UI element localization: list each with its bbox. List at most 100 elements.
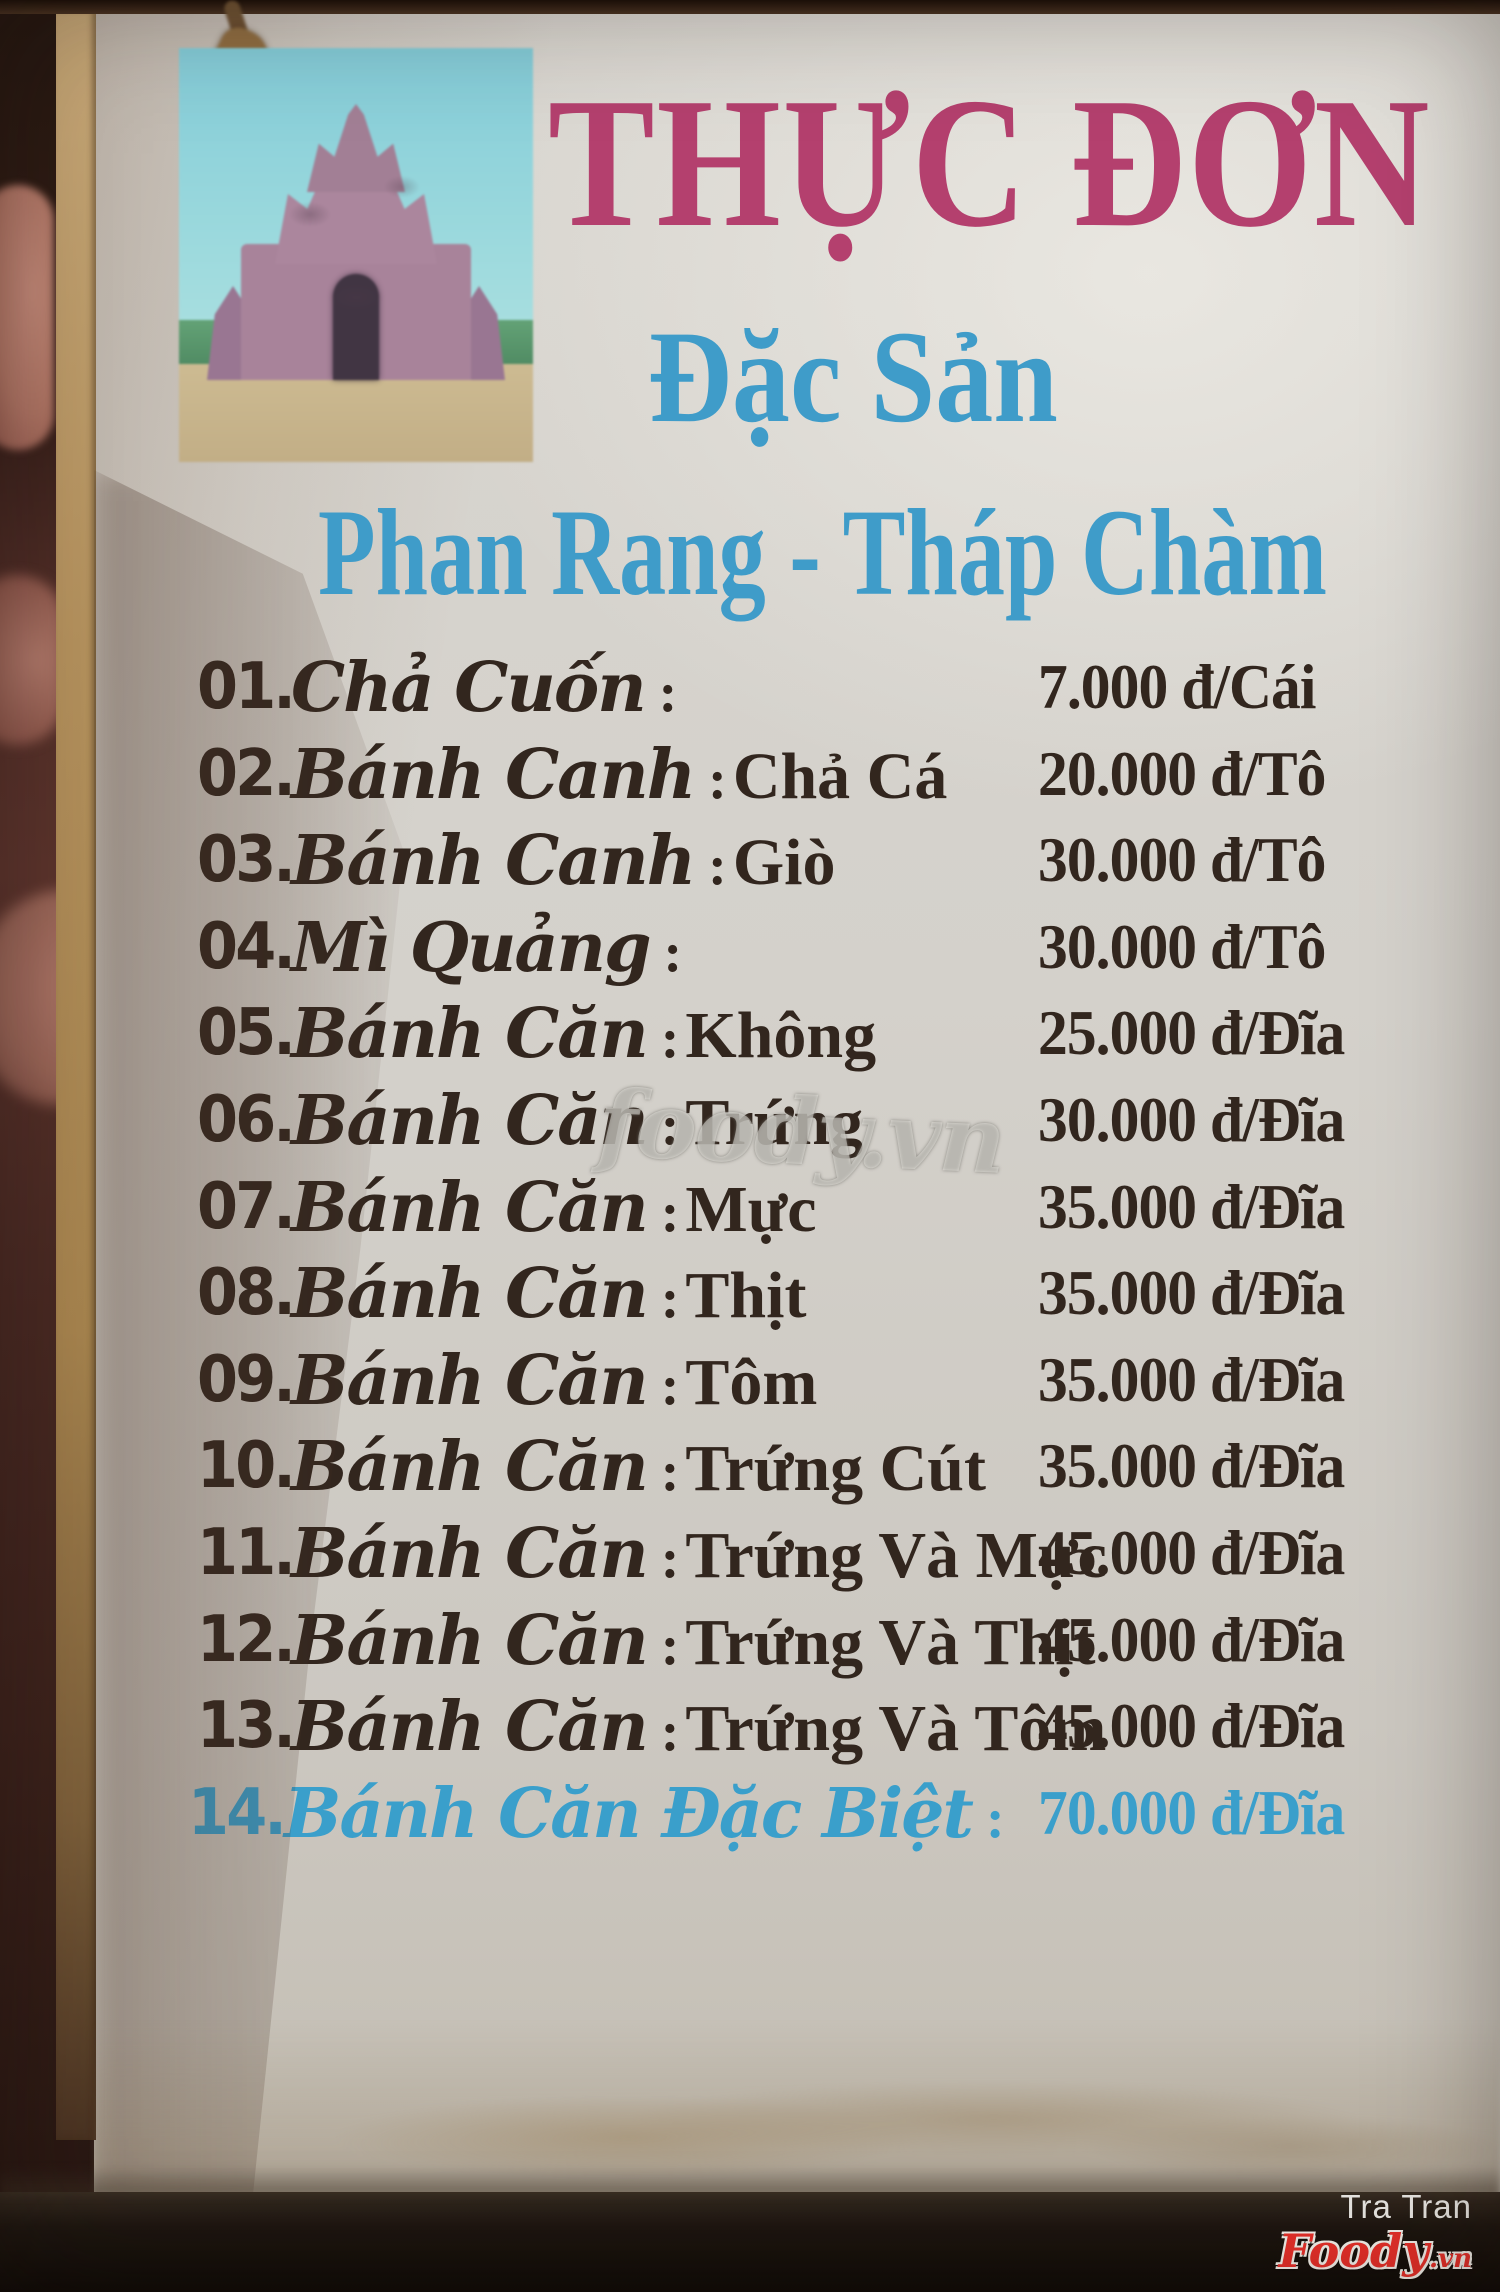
- page-title: THỰC ĐƠN: [548, 60, 1432, 266]
- menu-row: 05. Bánh Căn:Không 25.000 đ/Đĩa: [0, 990, 1500, 1077]
- item-number: 06.: [197, 1083, 296, 1157]
- item-number: 13.: [197, 1689, 296, 1763]
- item-price: 30.000 đ/Tô: [1038, 910, 1326, 982]
- item-number: 01.: [197, 650, 296, 724]
- item-name-line: Bánh Căn:Trứng: [291, 1081, 863, 1161]
- foody-brand-suffix: .vn: [1428, 2244, 1472, 2274]
- item-separator: :: [660, 1268, 680, 1331]
- item-price: 35.000 đ/Đĩa: [1038, 1257, 1345, 1329]
- item-price: 45.000 đ/Đĩa: [1038, 1603, 1345, 1675]
- item-number: 04.: [197, 910, 296, 984]
- item-number: 02.: [197, 737, 296, 811]
- hand-finger: [0, 575, 65, 745]
- item-separator: :: [660, 1701, 680, 1764]
- item-price: 45.000 đ/Đĩa: [1038, 1516, 1345, 1588]
- item-qualifier: Trứng Và Tôm: [685, 1692, 1107, 1766]
- item-name: Bánh Căn Đặc Biệt: [284, 1773, 974, 1854]
- menu-list: 01. Chả Cuốn: 7.000 đ/Cái 02. Bánh Canh:…: [0, 644, 1500, 1856]
- item-number: 03.: [197, 823, 296, 897]
- item-name: Chả Cuốn: [291, 648, 647, 728]
- item-name: Bánh Căn: [291, 1600, 649, 1681]
- item-price: 30.000 đ/Tô: [1038, 824, 1326, 896]
- item-qualifier: Trứng Cút: [685, 1432, 986, 1506]
- item-number: 05.: [197, 996, 296, 1070]
- table-shadow: [0, 2192, 1500, 2292]
- item-name-line: Mì Quảng:: [291, 908, 688, 988]
- ground-sand: [179, 364, 533, 462]
- item-name: Bánh Căn: [291, 1080, 649, 1161]
- item-name: Mì Quảng: [291, 907, 651, 988]
- item-separator: :: [660, 1181, 680, 1244]
- item-number: 12.: [197, 1603, 296, 1677]
- item-name: Bánh Căn: [291, 1167, 649, 1248]
- item-qualifier: Không: [685, 999, 877, 1073]
- item-separator: :: [660, 1094, 680, 1157]
- foody-logo: Foody.vn: [1279, 2228, 1472, 2274]
- item-qualifier: Chả Cá: [732, 739, 948, 813]
- menu-row: 04. Mì Quảng: 30.000 đ/Tô: [0, 904, 1500, 991]
- menu-row: 09. Bánh Căn:Tôm 35.000 đ/Đĩa: [0, 1337, 1500, 1424]
- item-name: Bánh Căn: [291, 1254, 649, 1335]
- item-name-line: Bánh Canh:Chả Cá: [291, 735, 947, 815]
- item-name: Bánh Căn: [291, 1427, 649, 1508]
- cham-tower-photo: [179, 48, 533, 462]
- item-name-line: Bánh Căn:Trứng Và Mực: [291, 1514, 1107, 1594]
- menu-row: 08. Bánh Căn:Thịt 35.000 đ/Đĩa: [0, 1250, 1500, 1337]
- item-qualifier: Trứng Và Thịt: [685, 1605, 1096, 1679]
- item-price: 7.000 đ/Cái: [1038, 651, 1316, 722]
- item-name-line: Chả Cuốn:: [291, 648, 683, 728]
- item-separator: :: [660, 1354, 680, 1417]
- foody-brand: Foody: [1278, 2224, 1429, 2278]
- region-title: Phan Rang - Tháp Chàm: [318, 484, 1328, 621]
- item-name-line: Bánh Căn:Tôm: [291, 1341, 817, 1421]
- photo-credit: Tra Tran Foody.vn: [1279, 2188, 1472, 2274]
- item-number: 14.: [188, 1776, 287, 1850]
- item-price: 35.000 đ/Đĩa: [1038, 1343, 1345, 1415]
- hand-finger: [0, 185, 54, 450]
- item-separator: :: [658, 662, 678, 724]
- item-name-line: Bánh Canh:Giò: [291, 821, 836, 901]
- menu-row: 11. Bánh Căn:Trứng Và Mực 45.000 đ/Đĩa: [0, 1510, 1500, 1597]
- item-qualifier: Mực: [685, 1172, 817, 1246]
- item-separator: :: [660, 1527, 680, 1590]
- item-number: 11.: [197, 1516, 296, 1590]
- menu-row: 07. Bánh Căn:Mực 35.000 đ/Đĩa: [0, 1164, 1500, 1251]
- credit-author: Tra Tran: [1340, 2188, 1472, 2225]
- item-number: 09.: [197, 1343, 296, 1417]
- item-name-line: Bánh Căn:Thịt: [291, 1254, 806, 1334]
- item-qualifier: Thịt: [685, 1259, 807, 1333]
- frame-top-edge: [0, 0, 1500, 14]
- item-qualifier: Trứng: [685, 1085, 864, 1159]
- item-name: Bánh Canh: [291, 734, 696, 815]
- tower-doorway: [333, 274, 379, 380]
- frame-edge: [56, 10, 96, 2140]
- item-name-line: Bánh Căn:Trứng Cút: [291, 1427, 986, 1507]
- menu-row: 12. Bánh Căn:Trứng Và Thịt 45.000 đ/Đĩa: [0, 1597, 1500, 1684]
- item-separator: :: [985, 1787, 1005, 1850]
- item-name: Bánh Căn: [291, 1513, 649, 1594]
- menu-row: 03. Bánh Canh:Giò 30.000 đ/Tô: [0, 817, 1500, 904]
- tower-texture: [241, 104, 471, 380]
- item-name-line: Bánh Căn:Trứng Và Thịt: [291, 1601, 1095, 1681]
- item-separator: :: [660, 1008, 680, 1071]
- item-name: Bánh Căn: [291, 994, 649, 1075]
- item-separator: :: [660, 1614, 680, 1677]
- item-price: 35.000 đ/Đĩa: [1038, 1170, 1345, 1242]
- menu-row: 01. Chả Cuốn: 7.000 đ/Cái: [0, 644, 1500, 731]
- item-separator: :: [708, 748, 727, 811]
- item-name-line: Bánh Căn:Trứng Và Tôm: [291, 1687, 1106, 1767]
- subtitle: Đặc Sản: [648, 303, 1058, 450]
- item-name: Bánh Canh: [291, 821, 696, 902]
- item-separator: :: [663, 921, 683, 984]
- watermark: foody.vn: [595, 1069, 1007, 1195]
- item-price: 20.000 đ/Tô: [1038, 737, 1326, 809]
- item-price: 35.000 đ/Đĩa: [1038, 1430, 1345, 1502]
- item-price: 70.000 đ/Đĩa: [1038, 1776, 1345, 1848]
- menu-row: 14. Bánh Căn Đặc Biệt: 70.000 đ/Đĩa: [0, 1770, 1500, 1857]
- item-name-line: Bánh Căn:Không: [291, 994, 876, 1074]
- item-price: 25.000 đ/Đĩa: [1038, 997, 1345, 1069]
- menu-row: 02. Bánh Canh:Chả Cá 20.000 đ/Tô: [0, 731, 1500, 818]
- item-qualifier: Giò: [732, 826, 836, 900]
- menu-row: 06. Bánh Căn:Trứng 30.000 đ/Đĩa: [0, 1077, 1500, 1164]
